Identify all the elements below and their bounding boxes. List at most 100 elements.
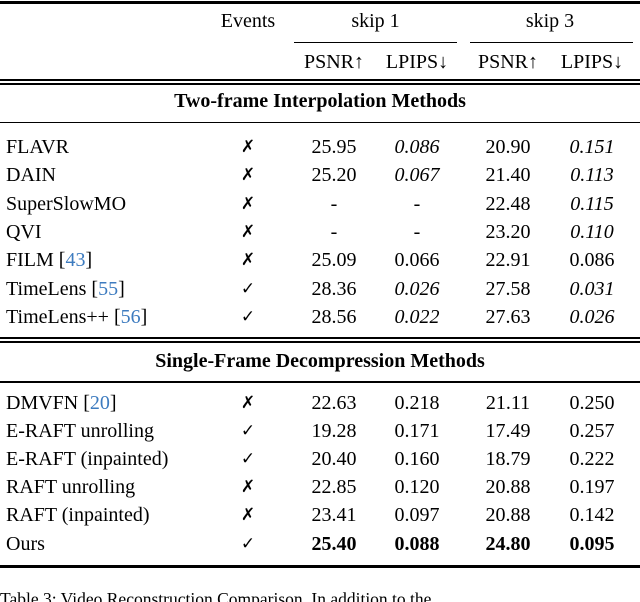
- value-cell: 23.41: [311, 504, 357, 527]
- citation-link[interactable]: 55: [98, 277, 119, 300]
- method-name: DAIN: [6, 164, 56, 187]
- value-cell: 0.086: [394, 136, 440, 158]
- table-row: RAFT (inpainted) ✗ 23.41 0.097 20.88 0.142: [0, 501, 640, 529]
- value-cell: 0.120: [394, 476, 440, 499]
- value-cell: 0.095: [569, 532, 615, 555]
- value-cell: 28.36: [311, 277, 357, 300]
- table-row: Ours ✓ 25.40 0.088 24.80 0.095: [0, 530, 640, 558]
- table-row: FLAVR ✗ 25.95 0.086 20.90 0.151: [0, 133, 640, 161]
- check-mark-icon: ✓: [240, 421, 256, 442]
- column-header-events: Events: [220, 10, 276, 32]
- column-header-psnr-skip3: PSNR↑: [477, 51, 539, 73]
- value-cell: 22.91: [485, 249, 531, 272]
- column-group-skip3: skip 3: [525, 10, 575, 32]
- value-cell: 20.88: [485, 504, 531, 527]
- method-name: DMVFN [20]: [6, 392, 117, 414]
- value-cell: 28.56: [311, 305, 357, 328]
- citation-link[interactable]: 43: [65, 249, 86, 272]
- value-cell: 0.026: [394, 277, 440, 300]
- value-cell: -: [413, 220, 421, 243]
- cross-mark-icon: ✗: [240, 137, 256, 157]
- value-cell: 0.142: [569, 504, 615, 527]
- check-mark-icon: ✓: [240, 278, 256, 299]
- citation-link[interactable]: 56: [120, 305, 141, 328]
- table-caption: Table 3: Video Reconstruction Comparison…: [0, 589, 432, 602]
- rule-top: [0, 1, 640, 4]
- method-name: Ours: [6, 532, 45, 555]
- rule-section2-above-b: [0, 341, 640, 343]
- column-group-skip1: skip 1: [351, 10, 400, 32]
- value-cell: 17.49: [485, 420, 531, 443]
- value-cell: 22.48: [485, 192, 531, 215]
- value-cell: 0.113: [570, 164, 614, 187]
- value-cell: 0.088: [394, 532, 440, 555]
- column-header-psnr-skip1: PSNR↑: [303, 51, 365, 73]
- value-cell: 0.218: [394, 392, 440, 414]
- value-cell: 25.40: [311, 532, 357, 555]
- table-row: FILM [43] ✗ 25.09 0.066 22.91 0.086: [0, 246, 640, 274]
- table-row: DMVFN [20] ✗ 22.63 0.218 21.11 0.250: [0, 389, 640, 417]
- citation-link[interactable]: 20: [89, 392, 110, 414]
- value-cell: 0.115: [570, 192, 614, 215]
- value-cell: -: [330, 192, 338, 215]
- column-header-lpips-skip1: LPIPS↓: [385, 51, 449, 73]
- value-cell: 0.257: [569, 420, 615, 443]
- cross-mark-icon: ✗: [240, 165, 256, 186]
- method-name: QVI: [6, 220, 42, 243]
- cross-mark-icon: ✗: [240, 250, 256, 271]
- value-cell: 25.20: [311, 164, 357, 187]
- method-name: RAFT unrolling: [6, 476, 136, 499]
- table-row: E-RAFT (inpainted) ✓ 20.40 0.160 18.79 0.222: [0, 445, 640, 473]
- value-cell: 19.28: [311, 420, 357, 443]
- value-cell: 21.40: [485, 164, 531, 187]
- value-cell: 25.09: [311, 249, 357, 272]
- table-row: TimeLens [55] ✓ 28.36 0.026 27.58 0.031: [0, 275, 640, 303]
- value-cell: 0.022: [394, 305, 440, 328]
- rule-section1-under: [0, 121, 640, 124]
- rule-header-bottom-a: [0, 79, 640, 81]
- table-row: E-RAFT unrolling ✓ 19.28 0.171 17.49 0.257: [0, 417, 640, 445]
- cross-mark-icon: ✗: [240, 505, 256, 526]
- value-cell: 0.026: [569, 305, 615, 328]
- section-rows-decompression: DMVFN [20] ✗ 22.63 0.218 21.11 0.250 E-RAFT un…: [0, 389, 640, 558]
- value-cell: 20.40: [311, 448, 357, 471]
- value-cell: 20.88: [485, 476, 531, 499]
- table-row: QVI ✗ - - 23.20 0.110: [0, 218, 640, 246]
- section-title-interpolation: Two-frame Interpolation Methods: [174, 90, 466, 112]
- rule-header-bottom-b: [0, 83, 640, 85]
- value-cell: -: [330, 220, 338, 243]
- method-name: TimeLens [55]: [6, 277, 125, 300]
- value-cell: 0.110: [570, 220, 614, 243]
- check-mark-icon: ✓: [240, 306, 256, 327]
- section-rows-interpolation: FLAVR ✗ 25.95 0.086 20.90 0.151 DAIN ✗ 25.20 0.06…: [0, 133, 640, 332]
- value-cell: 27.63: [485, 305, 531, 328]
- method-name: E-RAFT (inpainted): [6, 448, 169, 471]
- method-name: RAFT (inpainted): [6, 504, 150, 527]
- value-cell: 20.90: [485, 136, 531, 158]
- method-name: SuperSlowMO: [6, 192, 127, 215]
- table-row: RAFT unrolling ✗ 22.85 0.120 20.88 0.197: [0, 473, 640, 501]
- rule-section2-under: [0, 381, 640, 383]
- value-cell: 24.80: [485, 532, 531, 555]
- section-title-decompression: Single-Frame Decompression Methods: [155, 350, 485, 372]
- method-name: TimeLens++ [56]: [6, 305, 148, 328]
- cross-mark-icon: ✗: [240, 477, 256, 498]
- table-row: SuperSlowMO ✗ - - 22.48 0.115: [0, 190, 640, 218]
- value-cell: 0.250: [569, 392, 615, 414]
- value-cell: 25.95: [311, 136, 357, 158]
- value-cell: 21.11: [485, 392, 531, 414]
- method-name: FLAVR: [6, 136, 69, 158]
- value-cell: 0.160: [394, 448, 440, 471]
- rule-section2-above-a: [0, 337, 640, 339]
- rule-bottom: [0, 565, 640, 568]
- value-cell: 22.63: [311, 392, 357, 414]
- value-cell: 27.58: [485, 277, 531, 300]
- rule-cmid-skip1: [294, 42, 457, 44]
- value-cell: 0.067: [394, 164, 440, 187]
- value-cell: 0.097: [394, 504, 440, 527]
- value-cell: 0.171: [394, 420, 440, 443]
- table-row: TimeLens++ [56] ✓ 28.56 0.022 27.63 0.026: [0, 303, 640, 331]
- value-cell: 23.20: [485, 220, 531, 243]
- value-cell: 0.031: [569, 277, 615, 300]
